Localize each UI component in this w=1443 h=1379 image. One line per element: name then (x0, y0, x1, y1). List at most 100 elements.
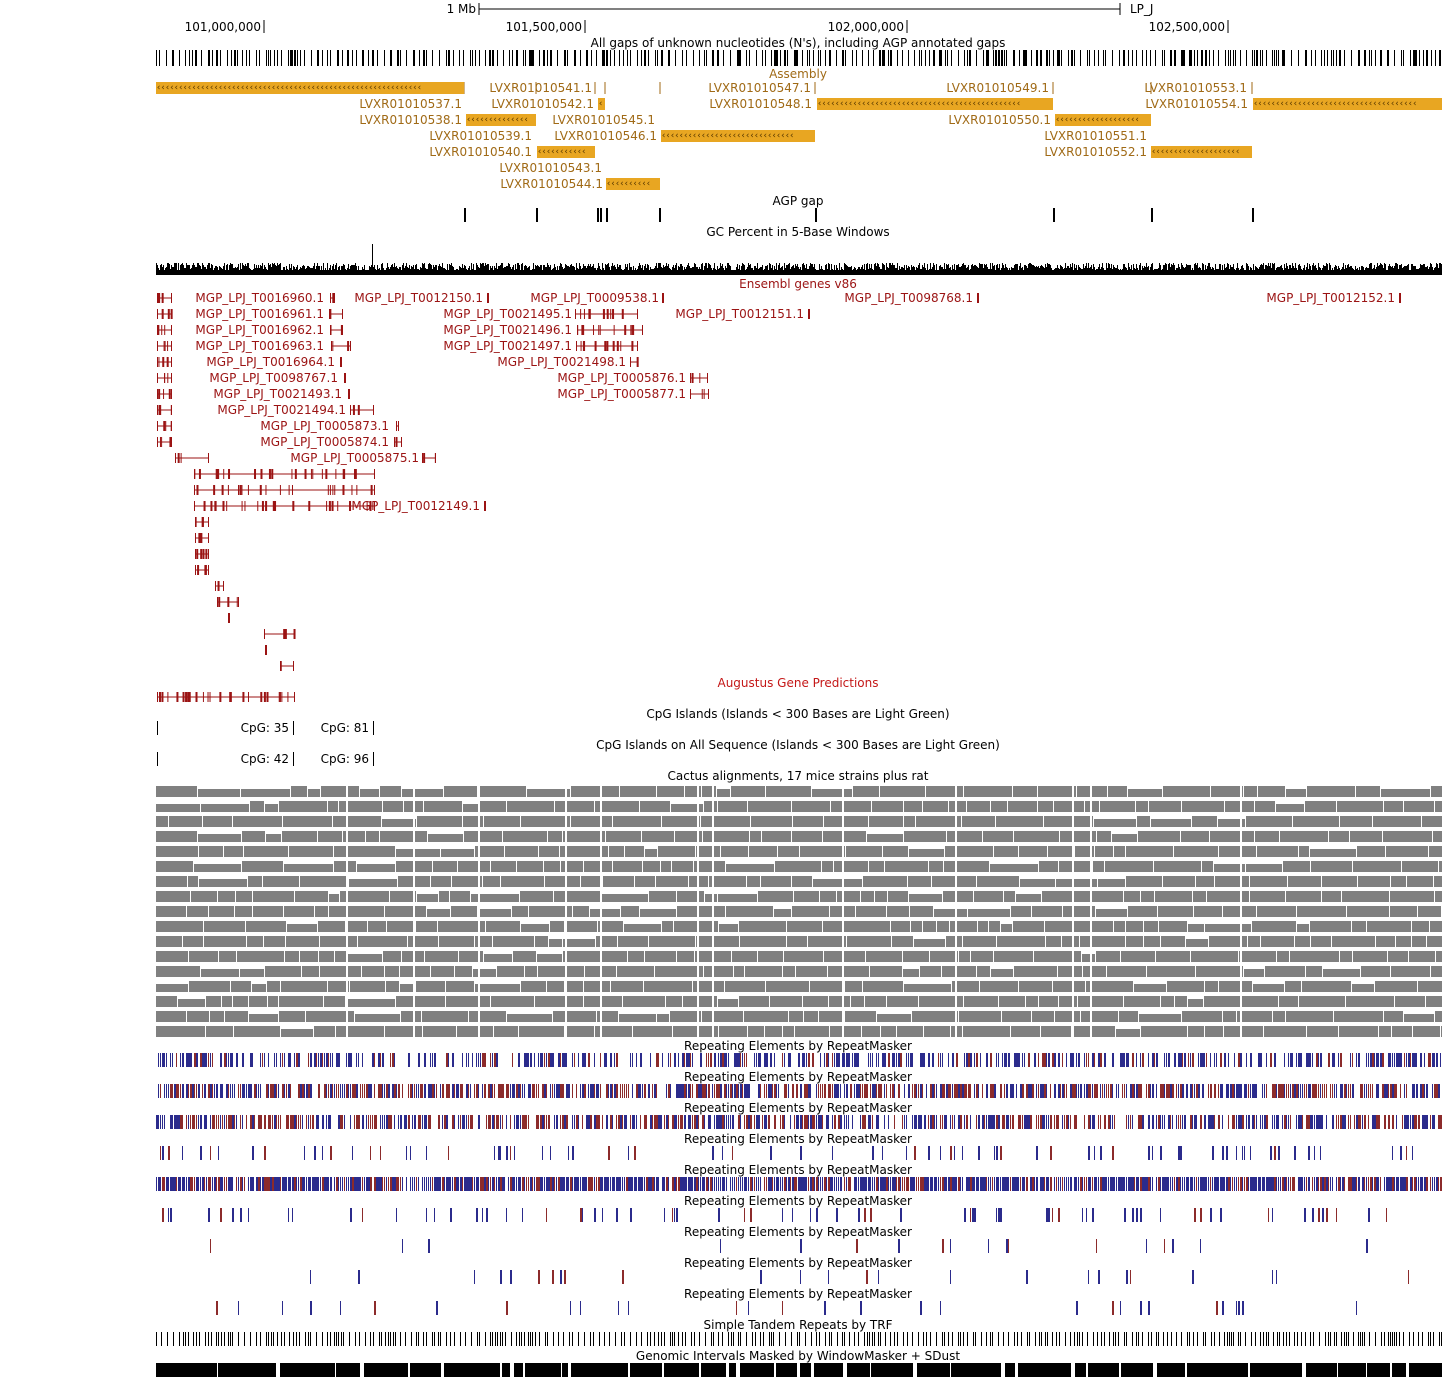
gc-bar (1381, 264, 1382, 275)
repeat-element (1238, 1115, 1240, 1129)
gc-bar (670, 269, 671, 275)
alignment-gap (842, 935, 844, 948)
repeat-element (1006, 1115, 1008, 1129)
alignment-block (1390, 906, 1417, 917)
gap-feature (596, 50, 597, 66)
gap-feature (807, 50, 808, 66)
repeat-element (640, 1177, 642, 1191)
gap-feature (820, 50, 821, 66)
gc-bar (1240, 269, 1241, 275)
alignment-block (1255, 801, 1275, 812)
alignment-block (904, 801, 922, 812)
repeat-element (958, 1177, 960, 1191)
alignment-block (250, 801, 264, 812)
gc-bar (967, 267, 968, 275)
repeat-element (1152, 1053, 1154, 1067)
repeat-element (1212, 1146, 1214, 1160)
gap-feature (539, 50, 540, 66)
alignment-block (1357, 846, 1385, 857)
gc-bar (639, 263, 640, 275)
gc-bar (1238, 268, 1239, 275)
repeat-element (164, 1115, 165, 1129)
gc-bar (341, 266, 342, 275)
alignment-block (704, 966, 733, 977)
gc-bar (1330, 265, 1331, 275)
repeat-element (1156, 1084, 1157, 1098)
gc-bar (974, 265, 975, 275)
gc-bar (267, 270, 268, 275)
alignment-block (657, 1014, 669, 1022)
gc-bar (853, 269, 854, 275)
alignment-block (761, 876, 791, 887)
repeat-element (574, 1177, 576, 1191)
gc-bar (1064, 268, 1065, 275)
repeat-element (228, 1115, 230, 1129)
repeat-element (1264, 1115, 1266, 1129)
agp-gap-feature (1151, 208, 1153, 222)
gc-bar (862, 265, 863, 275)
repeat-element (1220, 1208, 1222, 1222)
repeat-element (1104, 1084, 1105, 1098)
repeat-element (414, 1177, 415, 1191)
repeat-element (624, 1084, 625, 1098)
gap-feature (925, 50, 926, 66)
repeat-element (486, 1115, 487, 1129)
gap-feature (1036, 50, 1038, 66)
alignment-block (744, 1011, 788, 1022)
gc-bar (1137, 268, 1138, 275)
gene-exon (374, 485, 375, 495)
alignment-block (725, 981, 765, 992)
gc-bar (321, 266, 322, 275)
repeat-element (1148, 1146, 1150, 1160)
repeat-element (1340, 1053, 1342, 1067)
gc-bar (421, 268, 422, 275)
repeat-element (182, 1084, 184, 1098)
gc-bar (1374, 265, 1375, 275)
gc-bar (1132, 270, 1133, 275)
repeat-element (186, 1084, 188, 1098)
repeat-element (994, 1146, 995, 1160)
repeat-element (816, 1208, 818, 1222)
repeat-element (912, 1084, 913, 1098)
repeat-element (1334, 1084, 1335, 1098)
gc-bar (1392, 266, 1393, 275)
repeat-element (1128, 1115, 1129, 1129)
alignment-block (336, 1026, 384, 1037)
repeat-element (918, 1177, 919, 1191)
alignment-block (1093, 861, 1104, 872)
gc-bar (200, 266, 201, 275)
repeat-element (240, 1115, 241, 1129)
repeat-element (470, 1115, 472, 1129)
gc-bar (1349, 267, 1350, 275)
repeat-element (428, 1115, 430, 1129)
gap-feature (1401, 50, 1402, 66)
repeat-element (1412, 1177, 1413, 1191)
gc-bar (1162, 269, 1163, 275)
gc-bar (456, 269, 457, 275)
repeat-element (1126, 1177, 1127, 1191)
alignment-gap (413, 980, 415, 993)
repeat-element (1392, 1115, 1394, 1129)
gc-bar (500, 265, 501, 275)
alignment-block (1329, 831, 1349, 842)
gc-bar (1191, 270, 1192, 275)
gc-bar (1292, 263, 1293, 275)
repeat-element (380, 1146, 381, 1160)
gc-bar (372, 244, 373, 275)
gc-bar (1270, 263, 1271, 275)
gc-bar (1148, 266, 1149, 275)
repeat-element (560, 1053, 561, 1067)
alignment-gap (955, 845, 957, 858)
gap-feature (1351, 50, 1352, 66)
repeat-element (940, 1053, 941, 1067)
repeat-element (888, 1115, 889, 1129)
repeat-element (1090, 1084, 1091, 1098)
gc-bar (1091, 265, 1092, 275)
alignment-gap (842, 800, 844, 813)
gc-bar (777, 270, 778, 275)
repeat-element (1016, 1084, 1017, 1098)
repeat-element (226, 1115, 227, 1129)
alignment-gap (842, 830, 844, 843)
repeat-element (374, 1084, 375, 1098)
